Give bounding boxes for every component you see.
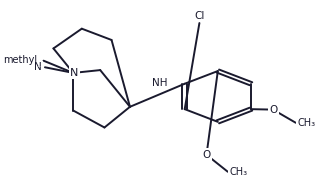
Text: methyl: methyl: [29, 66, 34, 67]
Text: methyl: methyl: [37, 58, 41, 60]
Text: methyl: methyl: [39, 76, 44, 78]
Text: methyl: methyl: [29, 79, 34, 80]
Text: CH₃: CH₃: [297, 118, 315, 128]
Text: CH₃: CH₃: [229, 167, 247, 177]
Text: N: N: [71, 67, 78, 77]
Text: N: N: [34, 62, 42, 72]
Text: methyl: methyl: [3, 55, 37, 65]
Text: N: N: [70, 68, 78, 78]
Text: methyl: methyl: [38, 66, 43, 67]
Text: NH: NH: [152, 78, 168, 88]
Text: Cl: Cl: [194, 11, 204, 20]
Text: O: O: [269, 105, 277, 115]
Text: O: O: [202, 150, 211, 160]
